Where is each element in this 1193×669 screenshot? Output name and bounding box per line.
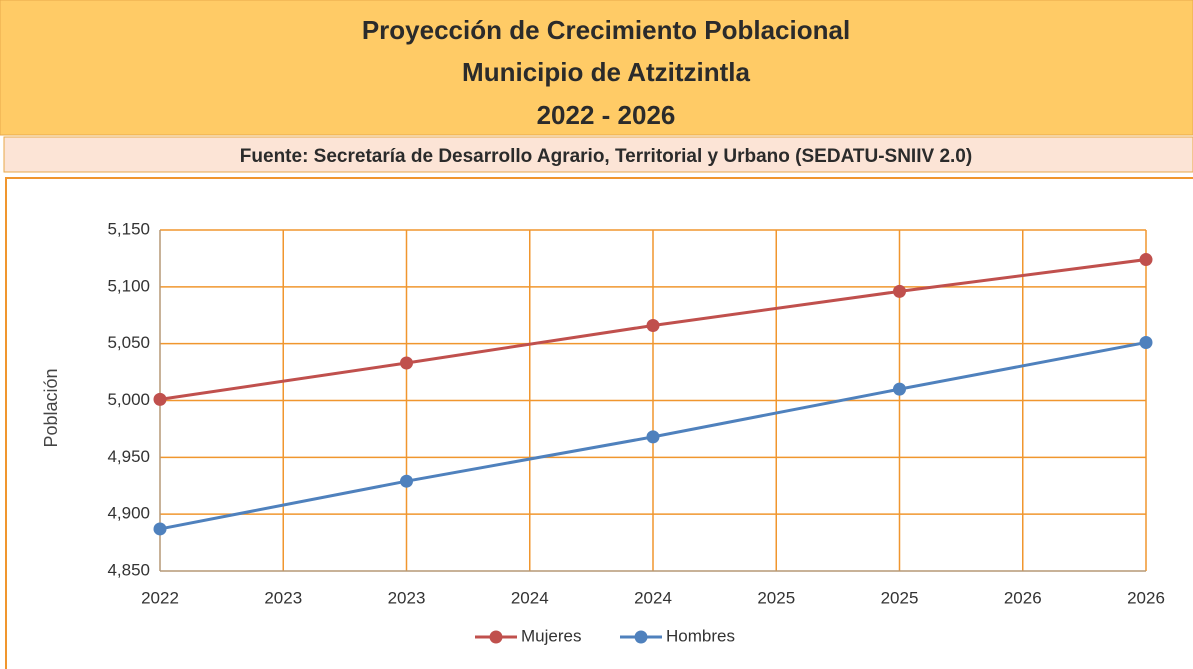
x-tick-label: 2024 bbox=[634, 588, 672, 607]
title-line: Municipio de Atzitzintla bbox=[462, 57, 750, 87]
x-tick-label: 2024 bbox=[511, 588, 549, 607]
x-tick-label: 2026 bbox=[1004, 588, 1042, 607]
legend-label: Mujeres bbox=[521, 626, 581, 645]
y-tick-label: 5,150 bbox=[107, 219, 150, 238]
legend-label: Hombres bbox=[666, 626, 735, 645]
x-tick-label: 2025 bbox=[881, 588, 919, 607]
x-tick-label: 2023 bbox=[264, 588, 302, 607]
data-point bbox=[153, 522, 167, 536]
source-band bbox=[3, 136, 1193, 173]
y-axis-label: Población bbox=[41, 368, 61, 447]
legend-swatch bbox=[634, 630, 648, 644]
y-tick-label: 4,850 bbox=[107, 560, 150, 579]
data-point bbox=[646, 318, 660, 332]
y-tick-label: 4,900 bbox=[107, 504, 150, 523]
title-line: Proyección de Crecimiento Poblacional bbox=[362, 15, 850, 45]
legend-swatch bbox=[489, 630, 503, 644]
data-point bbox=[646, 430, 660, 444]
data-point bbox=[1139, 253, 1153, 267]
y-tick-label: 5,000 bbox=[107, 390, 150, 409]
y-tick-label: 5,100 bbox=[107, 276, 150, 295]
header-band bbox=[0, 0, 1193, 136]
data-point bbox=[153, 392, 167, 406]
x-tick-label: 2022 bbox=[141, 588, 179, 607]
x-tick-label: 2025 bbox=[757, 588, 795, 607]
data-point bbox=[893, 284, 906, 298]
y-tick-label: 4,950 bbox=[107, 447, 150, 466]
data-point bbox=[400, 474, 413, 488]
y-tick-label: 5,050 bbox=[107, 333, 150, 352]
data-point bbox=[893, 382, 906, 396]
x-tick-label: 2023 bbox=[388, 588, 426, 607]
data-point bbox=[1139, 336, 1153, 350]
title-line: 2022 - 2026 bbox=[537, 100, 676, 130]
x-tick-label: 2026 bbox=[1127, 588, 1165, 607]
subtitle: Fuente: Secretaría de Desarrollo Agrario… bbox=[240, 146, 972, 167]
chart-frame bbox=[5, 177, 1193, 669]
data-point bbox=[400, 356, 413, 370]
